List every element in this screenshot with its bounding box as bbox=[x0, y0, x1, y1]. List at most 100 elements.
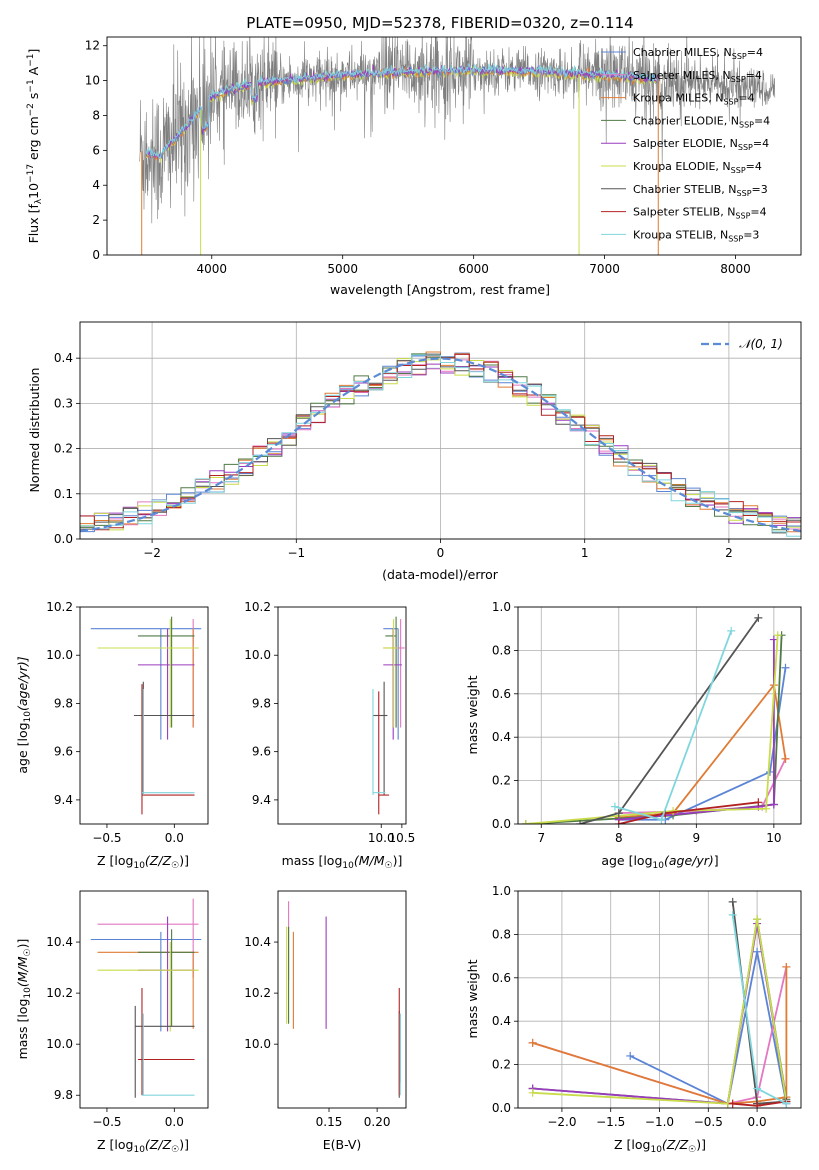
y-tick-label: 10 bbox=[85, 74, 100, 88]
y-tick-label: 0.6 bbox=[492, 971, 511, 985]
legend-label-chabrier_miles: Chabrier MILES, NSSP=4 bbox=[633, 46, 763, 61]
weight-marker-kroupa_miles bbox=[782, 962, 791, 971]
y-tick-label: 9.4 bbox=[252, 793, 271, 807]
axes-frame bbox=[277, 890, 407, 1109]
plot-area bbox=[90, 616, 202, 815]
y-tick-label: 0.8 bbox=[492, 643, 511, 657]
y-tick-label: 10.4 bbox=[244, 935, 271, 949]
agez-y-label: age [log10(age/yr)] bbox=[15, 656, 33, 773]
x-tick-label: 8 bbox=[615, 831, 623, 845]
mass-vs-metallicity-panel: −0.5 0.0 9.8 10.0 10.2 10.4 bbox=[46, 890, 209, 1129]
residual-x-label: (data-model)/error bbox=[382, 567, 499, 582]
chart-title: PLATE=0950, MJD=52378, FIBERID=0320, z=0… bbox=[246, 14, 633, 32]
axes-frame bbox=[517, 890, 802, 1109]
y-tick-label: 10.0 bbox=[46, 1037, 73, 1051]
y-tick-label: 0.0 bbox=[54, 532, 73, 546]
age-vs-mass-panel: 10.010.59.49.69.810.010.2 bbox=[244, 600, 415, 845]
weight-line-kroupa_stelib bbox=[614, 630, 733, 821]
weight-marker-chabrier_miles bbox=[765, 767, 774, 776]
legend-label-chabrier_stelib: Chabrier STELIB, NSSP=3 bbox=[633, 183, 768, 198]
y-tick-label: 2 bbox=[92, 213, 100, 227]
axes-frame bbox=[79, 606, 209, 825]
weight-marker-chabrier_stelib bbox=[576, 820, 585, 824]
weight-marker-kroupa_miles bbox=[528, 1038, 537, 1047]
axes-frame bbox=[277, 606, 407, 825]
weight-marker-salpeter_stelib bbox=[753, 1101, 762, 1108]
x-tick-label: −2.0 bbox=[547, 1115, 576, 1129]
y-tick-label: 0 bbox=[92, 248, 100, 262]
y-tick-label: 0.2 bbox=[492, 1058, 511, 1072]
x-tick-label: 0 bbox=[437, 546, 445, 560]
weight-line-kroupa_miles bbox=[618, 682, 787, 819]
y-tick-label: 10.0 bbox=[244, 648, 271, 662]
weight-marker-kroupa_stelib bbox=[610, 802, 619, 811]
weight-line-chabrier_elodie bbox=[525, 635, 783, 824]
weight-marker-kroupa_stelib bbox=[657, 815, 666, 824]
y-tick-label: 12 bbox=[85, 39, 100, 53]
x-tick-label: 0.20 bbox=[364, 1115, 391, 1129]
axes-frame bbox=[79, 890, 209, 1109]
weight-line-kroupa_elodie bbox=[532, 919, 788, 1105]
weight-marker-kroupa_elodie bbox=[669, 806, 678, 815]
x-tick-label: 0.0 bbox=[748, 1115, 767, 1129]
y-tick-label: 0.0 bbox=[492, 1101, 511, 1115]
weight-marker-kroupa_elodie bbox=[753, 915, 762, 924]
weight-marker-chabrier_stelib bbox=[614, 809, 623, 818]
x-tick-label: 6000 bbox=[458, 262, 489, 276]
weight-line-chabrier_miles bbox=[629, 951, 788, 1106]
weight-vs-age-panel: 7 8 9 10 0.0 0.2 0.4 0.6 0.8 1.0 bbox=[492, 600, 802, 845]
agez-x-label: Z [log10(Z/Z☉)] bbox=[97, 853, 189, 871]
age-vs-metallicity-panel: −0.5 0.0 9.4 9.6 9.8 10.0 10.2 bbox=[46, 600, 209, 845]
spectrum-panel: 4000 5000 6000 7000 8000 0 2 4 6 8 10 12 Chabrier MI… bbox=[85, 36, 802, 276]
y-tick-label: 0.2 bbox=[492, 774, 511, 788]
weight-vs-metallicity-panel: −2.0 −1.5 −1.0 −0.5 0.0 0.0 0.2 0.4 0.6 0.8 1.0 bbox=[492, 884, 802, 1129]
x-tick-label: −0.5 bbox=[92, 1115, 121, 1129]
y-tick-label: 0.4 bbox=[54, 351, 73, 365]
weight-marker-kroupa_stelib bbox=[753, 1084, 762, 1093]
y-tick-label: 9.8 bbox=[54, 1088, 73, 1102]
gauss-legend-label: 𝒩(0, 1) bbox=[739, 337, 783, 351]
y-tick-label: 10.2 bbox=[244, 986, 271, 1000]
x-tick-label: 5000 bbox=[327, 262, 358, 276]
weight-marker-chabrier_miles bbox=[781, 663, 790, 672]
y-tick-label: 0.0 bbox=[492, 817, 511, 831]
weight-marker-kroupa_elodie bbox=[762, 804, 771, 813]
weight-line-chabrier_stelib bbox=[579, 617, 760, 824]
x-tick-label: −0.5 bbox=[694, 1115, 723, 1129]
x-tick-label: 2 bbox=[725, 546, 733, 560]
y-tick-label: 10.2 bbox=[46, 600, 73, 614]
x-tick-label: 8000 bbox=[720, 262, 751, 276]
y-tick-label: 1.0 bbox=[492, 600, 511, 614]
plot-area bbox=[90, 898, 202, 1098]
x-tick-label: 7 bbox=[537, 831, 545, 845]
wz-x-label: Z [log10(Z/Z☉)] bbox=[614, 1137, 706, 1155]
x-tick-label: −2 bbox=[143, 546, 161, 560]
x-tick-label: 0.15 bbox=[316, 1115, 343, 1129]
model-spectrum-chabrier_miles bbox=[145, 64, 658, 159]
massz-y-label: mass [log10(M/M☉)] bbox=[15, 939, 33, 1060]
y-tick-label: 1.0 bbox=[492, 884, 511, 898]
axes-frame bbox=[79, 321, 802, 540]
weight-marker-kroupa_elodie bbox=[528, 1088, 537, 1097]
legend-label-chabrier_elodie: Chabrier ELODIE, NSSP=4 bbox=[633, 114, 770, 129]
wage-y-label: mass weight bbox=[465, 675, 480, 754]
weight-marker-salpeter_stelib bbox=[614, 820, 623, 824]
y-tick-label: 9.8 bbox=[252, 696, 271, 710]
model-spectrum-salpeter_elodie bbox=[145, 63, 658, 160]
weight-marker-kroupa_stelib bbox=[728, 910, 737, 919]
plot-area bbox=[372, 616, 405, 815]
mass-vs-ebv-panel: 0.15 0.20 10.0 10.2 10.4 bbox=[244, 890, 407, 1129]
y-tick-label: 9.6 bbox=[54, 745, 73, 759]
y-tick-label: 10.2 bbox=[244, 600, 271, 614]
residual-histogram-panel: −2 −1 0 1 2 0.0 0.1 0.2 0.3 0.4 𝒩(0, 1) bbox=[54, 321, 802, 560]
x-tick-label: −1.5 bbox=[596, 1115, 625, 1129]
weight-marker-kroupa_miles bbox=[781, 754, 790, 763]
y-tick-label: 4 bbox=[92, 178, 100, 192]
weight-line-kroupa_elodie bbox=[525, 635, 779, 824]
legend-label-kroupa_stelib: Kroupa STELIB, NSSP=3 bbox=[633, 228, 759, 243]
x-tick-label: 9 bbox=[693, 831, 701, 845]
y-tick-label: 0.1 bbox=[54, 487, 73, 501]
y-tick-label: 9.6 bbox=[252, 745, 271, 759]
plot-area bbox=[80, 351, 801, 537]
